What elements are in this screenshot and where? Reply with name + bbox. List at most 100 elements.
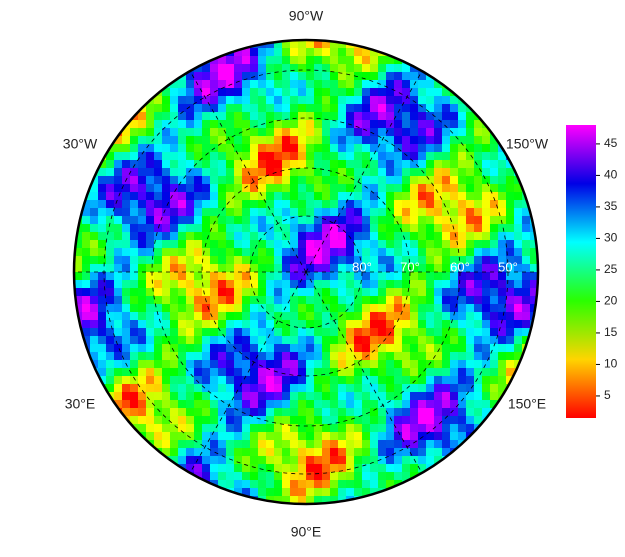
raster-cell	[386, 408, 395, 417]
raster-cell	[106, 368, 115, 377]
raster-cell	[426, 264, 435, 273]
raster-cell	[450, 424, 459, 433]
raster-cell	[186, 88, 195, 97]
raster-cell	[106, 152, 115, 161]
raster-cell	[298, 320, 307, 329]
raster-cell	[186, 256, 195, 265]
raster-cell	[234, 112, 243, 121]
raster-cell	[226, 352, 235, 361]
raster-cell	[170, 280, 179, 289]
raster-cell	[250, 352, 259, 361]
raster-cell	[210, 176, 219, 185]
raster-cell	[386, 104, 395, 113]
raster-cell	[154, 288, 163, 297]
raster-cell	[178, 96, 187, 105]
raster-cell	[234, 136, 243, 145]
raster-cell	[154, 440, 163, 449]
raster-cell	[514, 312, 523, 321]
raster-cell	[426, 376, 435, 385]
raster-cell	[178, 368, 187, 377]
raster-cell	[434, 296, 443, 305]
raster-cell	[410, 336, 419, 345]
raster-cell	[226, 416, 235, 425]
raster-cell	[90, 200, 99, 209]
raster-cell	[218, 360, 227, 369]
raster-cell	[314, 320, 323, 329]
raster-cell	[114, 160, 123, 169]
raster-cell	[210, 344, 219, 353]
raster-cell	[322, 368, 331, 377]
raster-cell	[346, 152, 355, 161]
raster-cell	[338, 336, 347, 345]
raster-cell	[154, 256, 163, 265]
raster-cell	[258, 424, 267, 433]
raster-cell	[450, 368, 459, 377]
raster-cell	[194, 320, 203, 329]
raster-cell	[322, 88, 331, 97]
raster-cell	[242, 240, 251, 249]
raster-cell	[522, 360, 531, 369]
raster-cell	[154, 152, 163, 161]
raster-cell	[402, 232, 411, 241]
raster-cell	[178, 176, 187, 185]
raster-cell	[330, 344, 339, 353]
raster-cell	[250, 344, 259, 353]
raster-cell	[346, 440, 355, 449]
raster-cell	[450, 400, 459, 409]
raster-cell	[266, 400, 275, 409]
raster-cell	[258, 432, 267, 441]
raster-cell	[298, 184, 307, 193]
raster-cell	[234, 152, 243, 161]
raster-cell	[122, 264, 131, 273]
raster-cell	[282, 416, 291, 425]
raster-cell	[370, 120, 379, 129]
raster-cell	[194, 168, 203, 177]
raster-cell	[282, 176, 291, 185]
raster-cell	[242, 80, 251, 89]
raster-cell	[114, 144, 123, 153]
raster-cell	[162, 96, 171, 105]
raster-cell	[290, 136, 299, 145]
raster-cell	[442, 192, 451, 201]
raster-cell	[378, 360, 387, 369]
raster-cell	[322, 384, 331, 393]
raster-cell	[298, 152, 307, 161]
raster-cell	[346, 328, 355, 337]
raster-cell	[306, 344, 315, 353]
raster-cell	[394, 280, 403, 289]
raster-cell	[194, 384, 203, 393]
raster-cell	[170, 408, 179, 417]
raster-cell	[266, 456, 275, 465]
raster-cell	[466, 128, 475, 137]
raster-cell	[322, 104, 331, 113]
raster-cell	[154, 424, 163, 433]
raster-cell	[442, 328, 451, 337]
raster-cell	[362, 296, 371, 305]
raster-cell	[298, 104, 307, 113]
raster-cell	[130, 288, 139, 297]
raster-cell	[170, 384, 179, 393]
raster-cell	[314, 144, 323, 153]
raster-cell	[346, 480, 355, 489]
raster-cell	[394, 160, 403, 169]
raster-cell	[258, 304, 267, 313]
raster-cell	[266, 248, 275, 257]
raster-cell	[378, 424, 387, 433]
raster-cell	[506, 336, 515, 345]
raster-cell	[122, 408, 131, 417]
raster-cell	[442, 96, 451, 105]
raster-cell	[274, 328, 283, 337]
raster-cell	[354, 104, 363, 113]
raster-cell	[354, 208, 363, 217]
raster-cell	[434, 280, 443, 289]
raster-cell	[418, 144, 427, 153]
raster-cell	[170, 144, 179, 153]
raster-cell	[138, 192, 147, 201]
raster-cell	[514, 160, 523, 169]
raster-cell	[290, 48, 299, 57]
raster-cell	[346, 352, 355, 361]
raster-cell	[306, 240, 315, 249]
raster-cell	[442, 384, 451, 393]
raster-cell	[402, 416, 411, 425]
raster-cell	[330, 496, 339, 504]
